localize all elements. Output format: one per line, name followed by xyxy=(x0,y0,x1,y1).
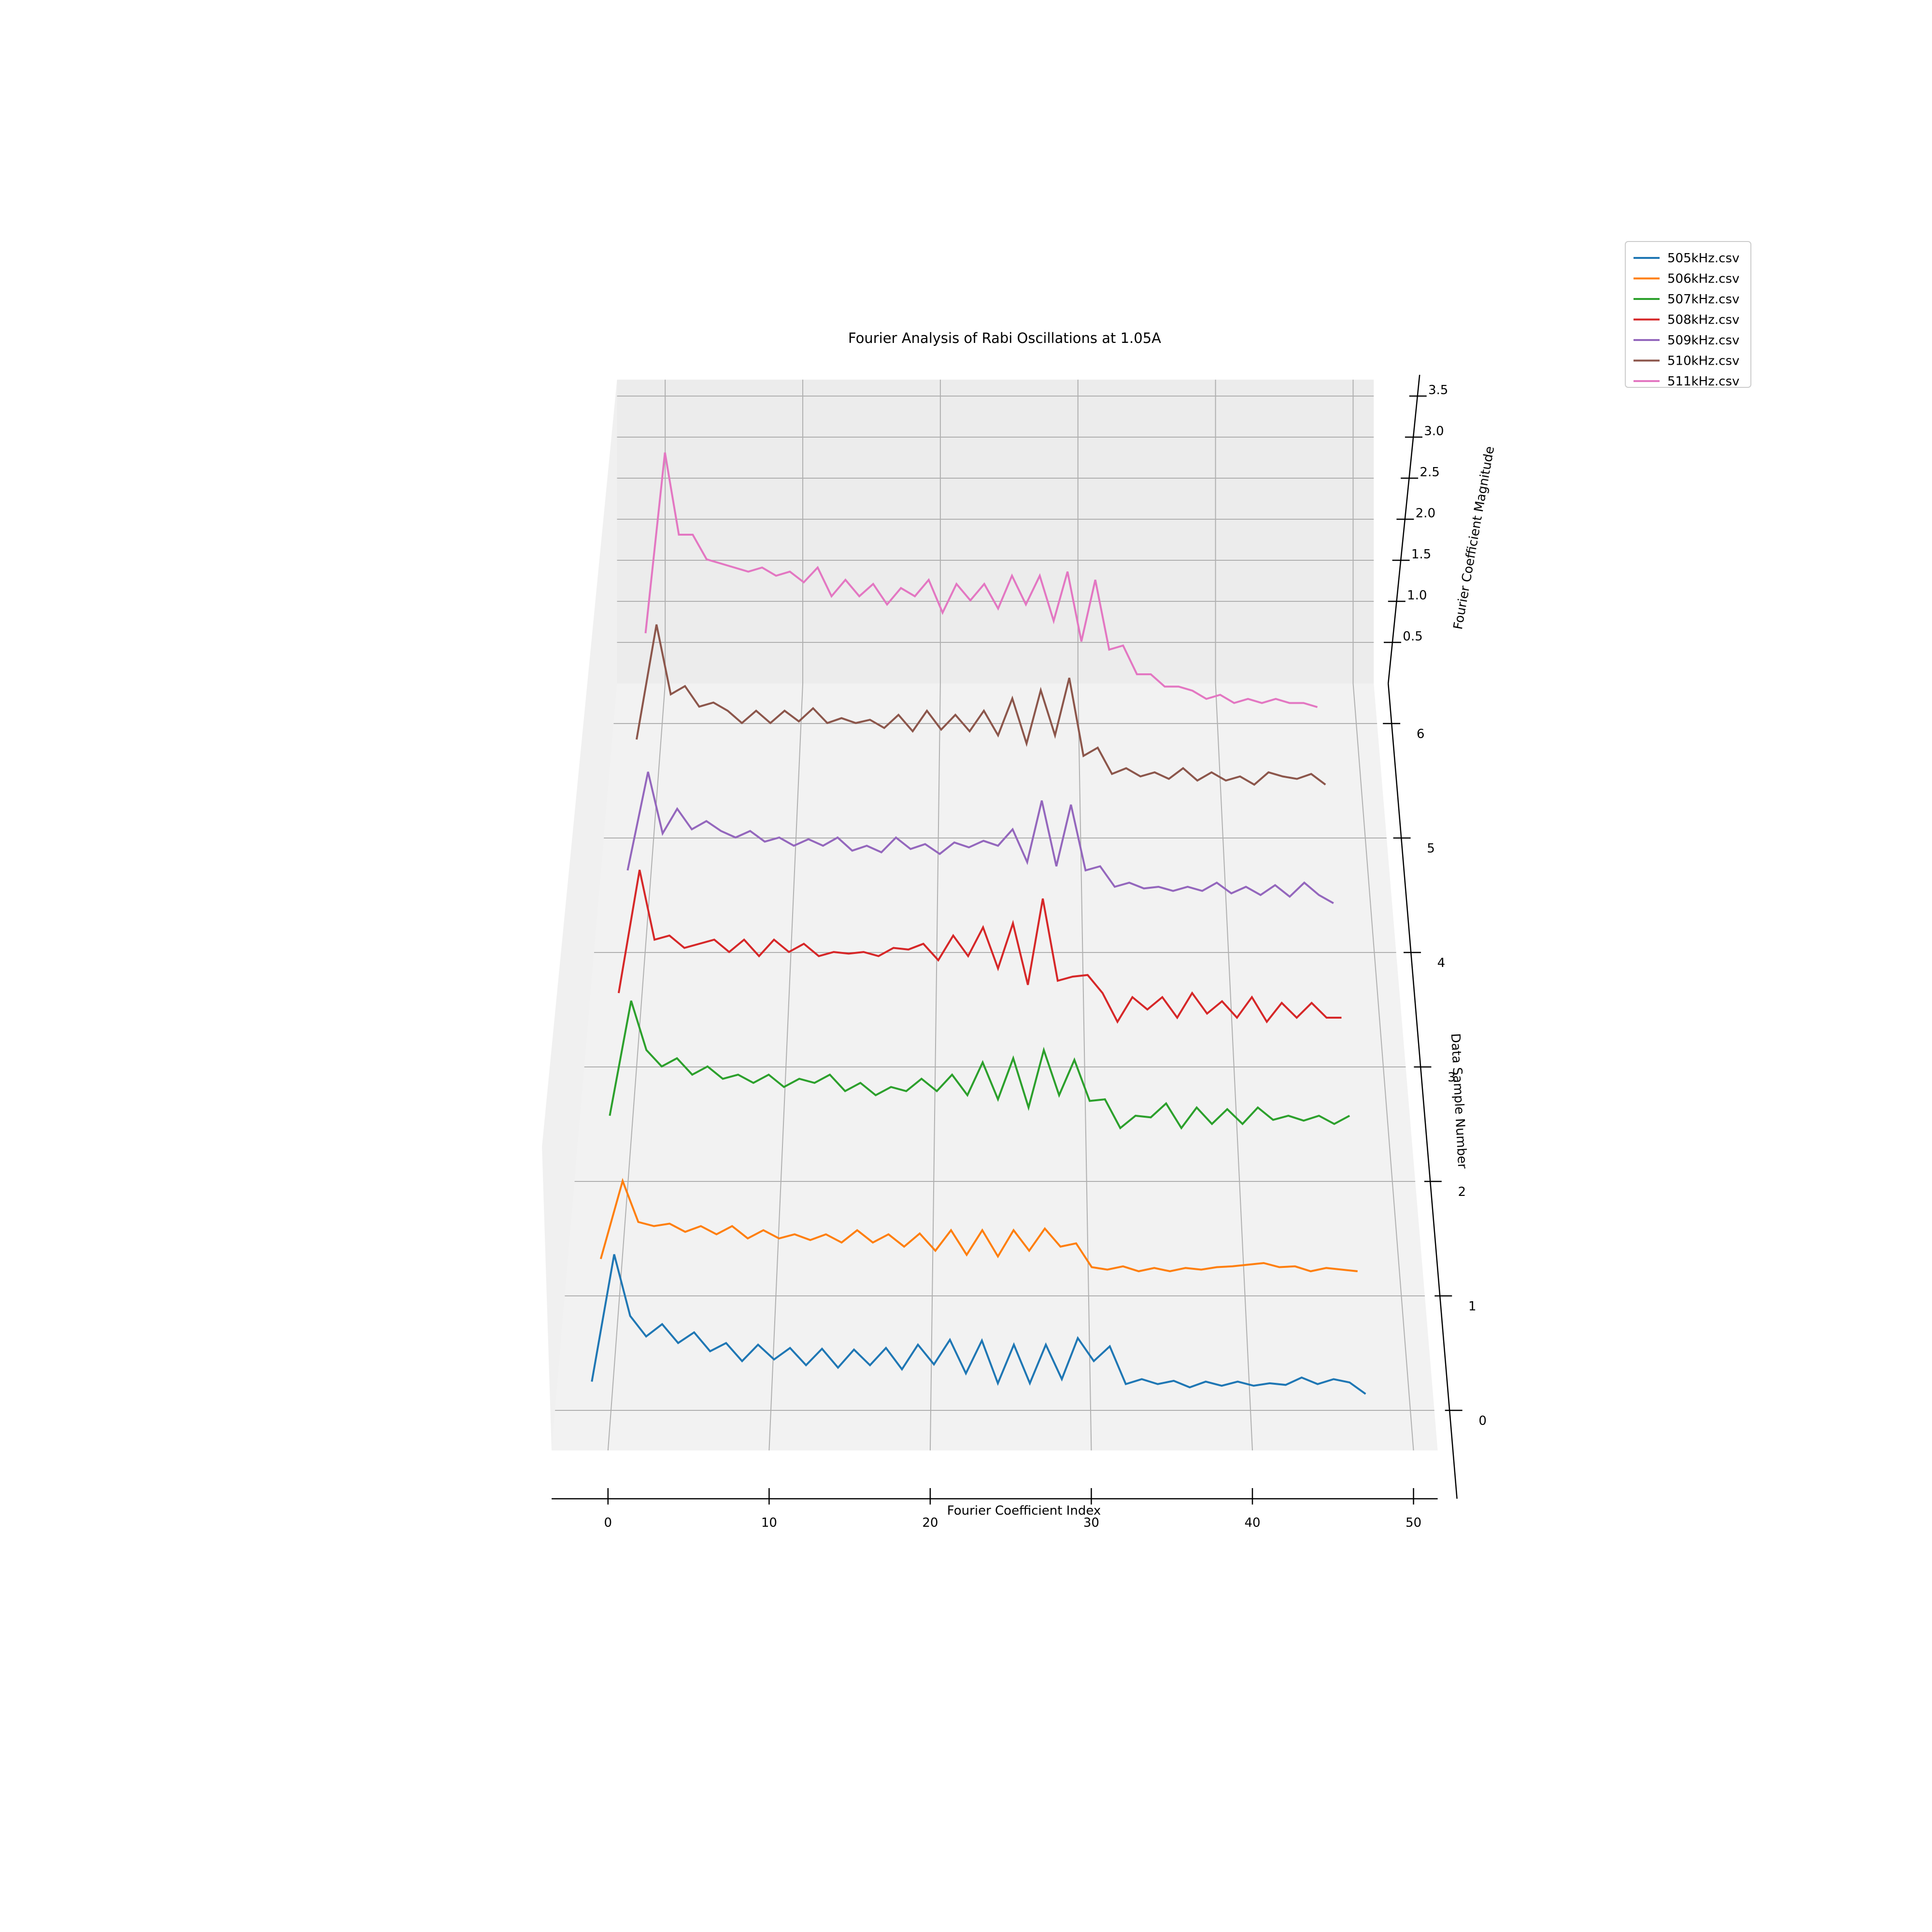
legend-label: 511kHz.csv xyxy=(1667,374,1739,389)
x-tick-label: 10 xyxy=(761,1516,777,1530)
x-tick-label: 20 xyxy=(922,1516,938,1530)
z-tick-label: 3.5 xyxy=(1428,383,1448,398)
x-tick-label: 0 xyxy=(604,1516,612,1530)
y-axis-label: Data Sample Number xyxy=(1448,1033,1470,1169)
grid-line-x xyxy=(1077,380,1092,1450)
x-tick-label: 50 xyxy=(1406,1516,1421,1530)
series-line-509khz-csv xyxy=(626,771,1334,904)
legend: 505kHz.csv 506kHz.csv 507kHz.csv 508kHz.csv… xyxy=(1625,241,1751,389)
data-lines xyxy=(591,452,1366,1395)
y-axis: 0 1 2 3 4 5 6 xyxy=(1383,683,1487,1499)
side-pane xyxy=(542,380,617,1450)
x-tick-label: 40 xyxy=(1244,1516,1260,1530)
z-tick-label: 1.5 xyxy=(1411,547,1431,562)
z-tick-label: 1.0 xyxy=(1407,588,1427,603)
z-axis: 0.5 1.0 1.5 2.0 2.5 3.0 3.5 xyxy=(1383,374,1448,684)
legend-label: 509kHz.csv xyxy=(1667,333,1739,348)
y-axis-line xyxy=(1387,683,1458,1499)
y-tick-label: 6 xyxy=(1417,727,1425,741)
legend-label: 506kHz.csv xyxy=(1667,272,1739,286)
series-line-508khz-csv xyxy=(617,869,1342,1024)
series-line-511khz-csv xyxy=(644,452,1318,708)
legend-label: 505kHz.csv xyxy=(1667,251,1739,266)
back-pane xyxy=(617,380,1374,684)
x-tick-label: 30 xyxy=(1083,1516,1099,1530)
chart-title: Fourier Analysis of Rabi Oscillations at… xyxy=(848,330,1161,346)
y-tick-label: 1 xyxy=(1468,1299,1477,1314)
y-tick-label: 0 xyxy=(1478,1414,1487,1428)
z-tick-label: 3.0 xyxy=(1424,424,1444,439)
z-axis-line xyxy=(1387,374,1421,684)
z-tick-label: 2.0 xyxy=(1416,506,1435,521)
y-tick-label: 3 xyxy=(1448,1070,1456,1085)
legend-label: 507kHz.csv xyxy=(1667,292,1739,307)
z-tick-label: 2.5 xyxy=(1420,465,1439,480)
series-line-505khz-csv xyxy=(591,1254,1366,1395)
grid-line-x xyxy=(1352,380,1414,1451)
grid-line-x xyxy=(768,380,804,1450)
z-axis-label: Fourier Coefficient Magnitude xyxy=(1451,445,1497,631)
grid-line-x xyxy=(1215,380,1253,1450)
y-tick-label: 4 xyxy=(1437,956,1446,970)
x-axis-label: Fourier Coefficient Index xyxy=(947,1504,1101,1518)
axes-panes xyxy=(542,380,1438,1450)
series-line-507khz-csv xyxy=(609,1000,1350,1130)
series-line-506khz-csv xyxy=(599,1178,1358,1273)
legend-label: 508kHz.csv xyxy=(1667,313,1739,327)
grid-line-x xyxy=(929,380,941,1450)
series-line-510khz-csv xyxy=(636,624,1326,786)
x-axis: 0 10 20 30 40 50 xyxy=(552,1488,1438,1530)
y-tick-label: 5 xyxy=(1427,841,1435,856)
y-tick-label: 2 xyxy=(1458,1185,1466,1199)
legend-label: 510kHz.csv xyxy=(1667,354,1739,369)
z-tick-label: 0.5 xyxy=(1403,629,1422,644)
